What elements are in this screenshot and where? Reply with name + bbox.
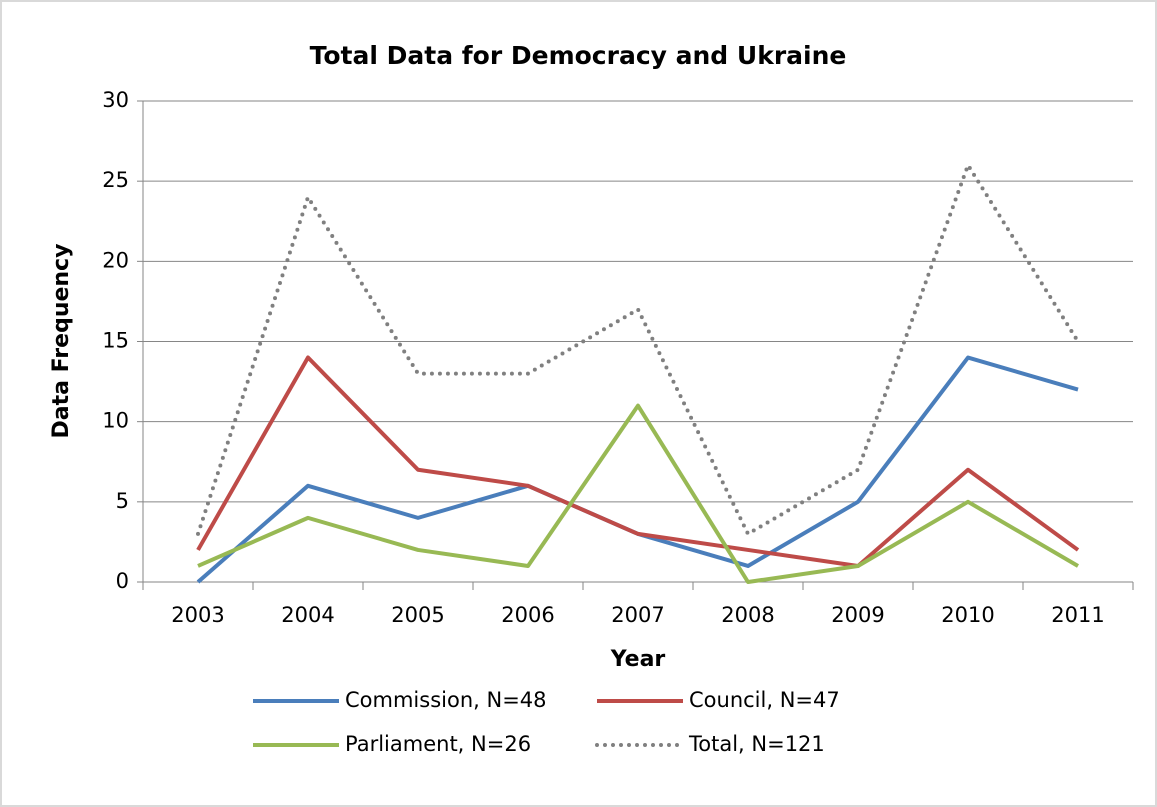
x-tick-label: 2010 bbox=[941, 603, 994, 627]
x-tick-label: 2006 bbox=[501, 603, 554, 627]
series-line bbox=[197, 403, 1080, 584]
x-tick-label: 2011 bbox=[1051, 603, 1104, 627]
y-tick-label: 0 bbox=[116, 569, 129, 593]
y-tick-label: 30 bbox=[102, 88, 129, 112]
y-tick-label: 25 bbox=[102, 168, 129, 192]
chart-title: Total Data for Democracy and Ukraine bbox=[310, 41, 847, 70]
x-tick-label: 2003 bbox=[171, 603, 224, 627]
y-tick-label: 15 bbox=[102, 329, 129, 353]
y-tick-label: 20 bbox=[102, 248, 129, 272]
x-axis-label: Year bbox=[610, 647, 666, 672]
y-tick-label: 10 bbox=[102, 409, 129, 433]
x-tick-label: 2009 bbox=[831, 603, 884, 627]
x-tick-label: 2005 bbox=[391, 603, 444, 627]
legend-label: Parliament, N=26 bbox=[345, 732, 531, 756]
y-tick-label: 5 bbox=[116, 489, 129, 513]
legend-label: Council, N=47 bbox=[689, 688, 840, 712]
y-axis-label: Data Frequency bbox=[49, 244, 74, 439]
x-tick-label: 2007 bbox=[611, 603, 664, 627]
x-tick-label: 2004 bbox=[281, 603, 334, 627]
x-tick-label: 2008 bbox=[721, 603, 774, 627]
series-line bbox=[196, 355, 1080, 568]
legend-label: Commission, N=48 bbox=[345, 688, 547, 712]
legend-label: Total, N=121 bbox=[688, 732, 825, 756]
series-line bbox=[196, 160, 1080, 537]
